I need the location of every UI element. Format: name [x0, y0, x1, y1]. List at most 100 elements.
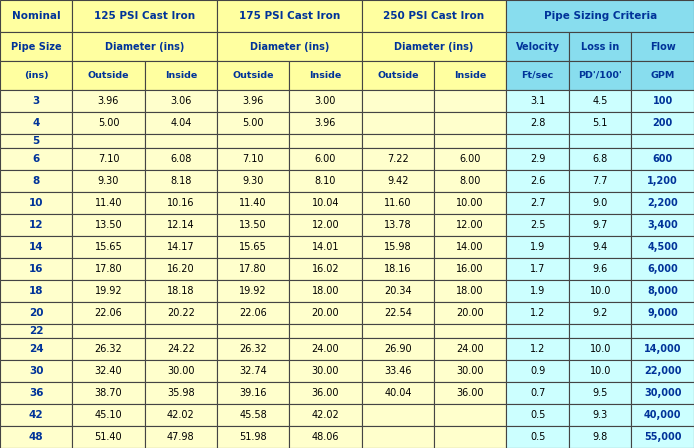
Bar	[632, 112, 694, 134]
Bar	[217, 90, 289, 112]
Bar	[0, 214, 72, 236]
Text: 32.74: 32.74	[239, 366, 267, 376]
Text: 125 PSI Cast Iron: 125 PSI Cast Iron	[94, 11, 195, 21]
Text: Inside: Inside	[454, 71, 486, 80]
Text: 6: 6	[33, 154, 40, 164]
Text: 24.00: 24.00	[312, 344, 339, 354]
Bar	[507, 61, 569, 90]
Bar	[569, 338, 632, 360]
Text: 3.96: 3.96	[98, 96, 119, 106]
Bar	[0, 280, 72, 302]
Bar	[217, 338, 289, 360]
Text: 24: 24	[29, 344, 44, 354]
Bar	[72, 32, 217, 61]
Text: 20.00: 20.00	[312, 308, 339, 318]
Bar	[362, 302, 434, 324]
Bar	[434, 61, 507, 90]
Text: 10.0: 10.0	[589, 366, 611, 376]
Text: 22: 22	[29, 326, 44, 336]
Text: 40,000: 40,000	[644, 410, 682, 420]
Bar	[144, 360, 217, 382]
Bar	[507, 302, 569, 324]
Text: 7.22: 7.22	[387, 154, 409, 164]
Bar	[217, 134, 289, 148]
Text: 18.00: 18.00	[312, 286, 339, 296]
Text: Pipe Size: Pipe Size	[11, 42, 62, 52]
Text: 10.0: 10.0	[589, 344, 611, 354]
Bar	[569, 134, 632, 148]
Bar	[289, 360, 362, 382]
Text: 9.6: 9.6	[593, 264, 608, 274]
Text: 24.22: 24.22	[167, 344, 195, 354]
Bar	[217, 112, 289, 134]
Text: 9.30: 9.30	[242, 176, 264, 186]
Text: 8.10: 8.10	[315, 176, 336, 186]
Text: 9.8: 9.8	[593, 432, 608, 442]
Text: 12.00: 12.00	[457, 220, 484, 230]
Bar	[217, 32, 362, 61]
Bar	[144, 214, 217, 236]
Bar	[362, 382, 434, 404]
Bar	[0, 192, 72, 214]
Bar	[632, 236, 694, 258]
Bar	[569, 90, 632, 112]
Bar	[569, 258, 632, 280]
Text: 33.46: 33.46	[384, 366, 412, 376]
Bar	[72, 338, 144, 360]
Bar	[72, 280, 144, 302]
Bar	[144, 192, 217, 214]
Bar	[569, 280, 632, 302]
Text: 3.00: 3.00	[315, 96, 336, 106]
Bar	[144, 134, 217, 148]
Text: 30.00: 30.00	[312, 366, 339, 376]
Text: 175 PSI Cast Iron: 175 PSI Cast Iron	[239, 11, 340, 21]
Bar	[0, 148, 72, 170]
Text: 14,000: 14,000	[644, 344, 682, 354]
Text: 15.65: 15.65	[94, 242, 122, 252]
Bar	[0, 170, 72, 192]
Bar	[362, 61, 434, 90]
Bar	[144, 236, 217, 258]
Bar	[72, 404, 144, 426]
Bar	[434, 90, 507, 112]
Bar	[362, 192, 434, 214]
Bar	[569, 236, 632, 258]
Bar	[507, 148, 569, 170]
Text: 3.1: 3.1	[530, 96, 545, 106]
Bar	[632, 148, 694, 170]
Text: 9,000: 9,000	[648, 308, 678, 318]
Text: 2.7: 2.7	[530, 198, 545, 208]
Text: 22.06: 22.06	[239, 308, 267, 318]
Bar	[289, 338, 362, 360]
Text: 22.54: 22.54	[384, 308, 412, 318]
Bar	[507, 258, 569, 280]
Text: Diameter (ins): Diameter (ins)	[105, 42, 185, 52]
Bar	[569, 192, 632, 214]
Bar	[632, 338, 694, 360]
Bar	[144, 338, 217, 360]
Bar	[362, 148, 434, 170]
Bar	[434, 404, 507, 426]
Bar	[289, 192, 362, 214]
Text: 4,500: 4,500	[648, 242, 678, 252]
Text: 3.06: 3.06	[170, 96, 192, 106]
Text: 26.32: 26.32	[94, 344, 122, 354]
Text: 15.65: 15.65	[239, 242, 267, 252]
Text: 36: 36	[29, 388, 44, 398]
Text: 48.06: 48.06	[312, 432, 339, 442]
Bar	[0, 324, 72, 338]
Text: 22,000: 22,000	[644, 366, 682, 376]
Text: 45.58: 45.58	[239, 410, 267, 420]
Bar	[289, 258, 362, 280]
Text: 26.90: 26.90	[384, 344, 412, 354]
Bar	[632, 426, 694, 448]
Bar	[144, 382, 217, 404]
Text: 2.5: 2.5	[530, 220, 545, 230]
Text: 0.5: 0.5	[530, 432, 545, 442]
Bar	[72, 61, 144, 90]
Text: 9.30: 9.30	[98, 176, 119, 186]
Bar	[507, 404, 569, 426]
Bar	[434, 192, 507, 214]
Bar	[632, 382, 694, 404]
Text: 1,200: 1,200	[648, 176, 678, 186]
